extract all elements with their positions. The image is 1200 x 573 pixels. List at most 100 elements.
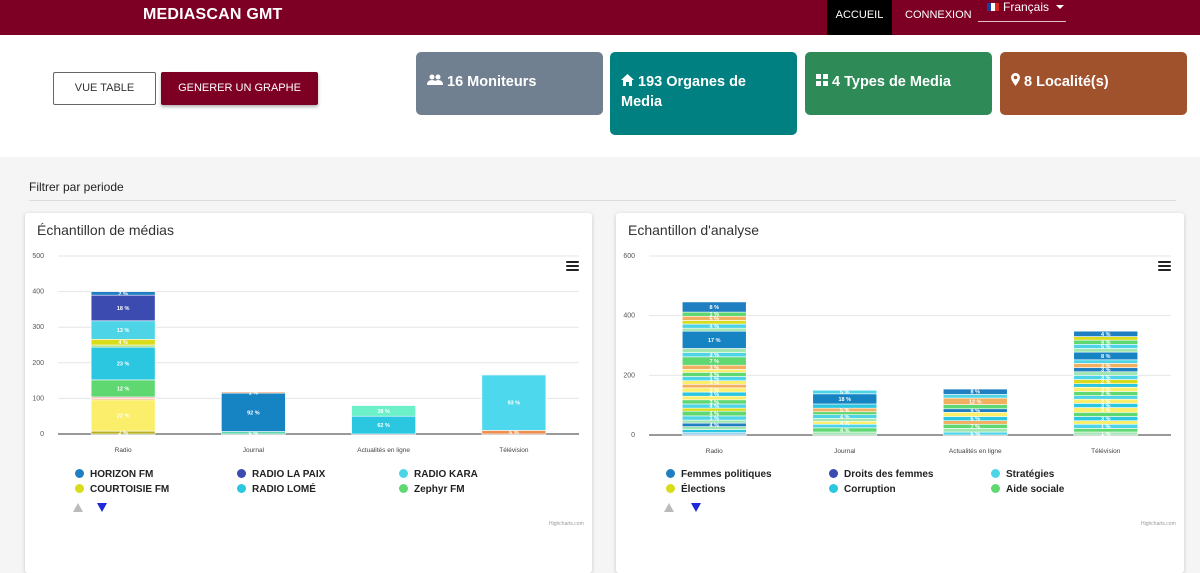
generer-graphe-button[interactable]: GENERER UN GRAPHE: [161, 72, 318, 105]
bar-segment: [481, 374, 547, 431]
legend-item[interactable]: Zephyr FM: [399, 484, 465, 495]
data-label: 4 %: [1101, 340, 1111, 346]
legend-label: COURTOISIE FM: [90, 484, 170, 495]
x-tick-label: Journal: [243, 447, 265, 454]
legend-item[interactable]: Femmes politiques: [666, 469, 772, 480]
french-flag-icon: [987, 3, 999, 11]
stat-moniteurs: 16 Moniteurs: [447, 74, 537, 90]
data-label: 5 %: [710, 316, 720, 322]
data-label: 4 %: [118, 340, 128, 346]
data-label: 62 %: [377, 423, 390, 429]
data-label: 93 %: [508, 401, 521, 407]
highcharts-credits[interactable]: Highcharts.com: [549, 521, 584, 527]
y-tick-label: 100: [32, 395, 44, 402]
chart-analyse: 0 200 400 600 Radio Journal Actualités en lign…: [623, 253, 1171, 455]
legend-dot-icon: [399, 484, 408, 493]
brand-logo[interactable]: MEDIASCAN GMT: [143, 6, 283, 23]
legend-label: Femmes politiques: [681, 469, 772, 480]
nav-accueil[interactable]: ACCUEIL: [827, 0, 892, 35]
hamburger-menu-icon[interactable]: [1158, 261, 1171, 272]
data-label: 5 %: [840, 390, 850, 396]
legend-item[interactable]: Élections: [666, 484, 725, 495]
legend-label: Stratégies: [1006, 469, 1055, 480]
stat-types: 4 Types de Media: [832, 74, 951, 90]
highcharts-credits[interactable]: Highcharts.com: [1141, 521, 1176, 527]
data-label: 2 %: [118, 291, 128, 297]
legend-item[interactable]: Droits des femmes: [829, 469, 933, 480]
stat-organes: 193 Organes de Media: [621, 74, 746, 110]
data-label: 12 %: [117, 386, 130, 392]
legend-dot-icon: [666, 484, 675, 493]
data-label: 1 %: [249, 391, 259, 397]
bar-segment: [681, 429, 747, 433]
data-label: 3 %: [710, 380, 720, 386]
stat-localites: 8 Localité(s): [1024, 74, 1109, 90]
data-label: 4 %: [1101, 387, 1111, 393]
legend-dot-icon: [666, 469, 675, 478]
stat-card-organes[interactable]: 193 Organes de Media: [610, 52, 797, 135]
legend-item[interactable]: HORIZON FM: [75, 469, 153, 480]
legend-item[interactable]: COURTOISIE FM: [75, 484, 169, 495]
vue-table-button[interactable]: VUE TABLE: [53, 72, 156, 105]
legend-prev-arrow-icon[interactable]: [664, 503, 674, 512]
legend-next-arrow-icon[interactable]: [691, 503, 701, 512]
nav-connexion[interactable]: CONNEXION: [905, 9, 972, 21]
legend-item[interactable]: RADIO LOMÉ: [237, 484, 316, 495]
data-label: 1 %: [710, 416, 720, 422]
data-label: 5 %: [1101, 344, 1111, 350]
legend-dot-icon: [991, 469, 1000, 478]
legend-next-arrow-icon[interactable]: [97, 503, 107, 512]
legend-dot-icon: [237, 484, 246, 493]
stat-card-types[interactable]: 4 Types de Media: [805, 52, 992, 115]
data-label: 6 %: [971, 432, 981, 438]
stat-card-moniteurs[interactable]: 16 Moniteurs: [416, 52, 603, 115]
legend-dot-icon: [75, 484, 84, 493]
data-label: 3 %: [1101, 363, 1111, 369]
data-label: 4 %: [710, 324, 720, 330]
x-tick-label: Radio: [706, 448, 723, 455]
caret-down-icon: [1056, 5, 1065, 9]
data-label: 6 %: [249, 431, 259, 437]
data-label: 3 %: [1101, 403, 1111, 409]
legend-item[interactable]: Aide sociale: [991, 484, 1064, 495]
data-label: 2 %: [1101, 399, 1111, 405]
data-label: 3 %: [1101, 417, 1111, 423]
y-tick-label: 400: [32, 289, 44, 296]
legend-item[interactable]: RADIO LA PAIX: [237, 469, 325, 480]
data-label: 3 %: [710, 392, 720, 398]
bar-segment: [681, 301, 747, 313]
y-tick-label: 200: [623, 372, 635, 379]
y-tick-label: 400: [623, 313, 635, 320]
legend-dot-icon: [829, 484, 838, 493]
data-label: 13 %: [117, 328, 130, 334]
data-label: 4 %: [710, 423, 720, 429]
legend-item[interactable]: Stratégies: [991, 469, 1054, 480]
legend-label: HORIZON FM: [90, 469, 154, 480]
legend-label: Élections: [681, 484, 726, 495]
y-tick-label: 600: [623, 253, 635, 260]
y-tick-label: 0: [40, 431, 44, 438]
legend-dot-icon: [75, 469, 84, 478]
data-label: 3 %: [1101, 368, 1111, 374]
chart-legend: Femmes politiques Droits des femmes Straté…: [616, 469, 1184, 519]
legend-prev-arrow-icon[interactable]: [73, 503, 83, 512]
data-label: 22 %: [117, 413, 130, 419]
language-dropdown[interactable]: Français: [978, 0, 1066, 22]
data-label: 5 %: [840, 408, 850, 414]
legend-item[interactable]: Corruption: [829, 484, 896, 495]
chart-title: Échantillon de médias: [37, 222, 174, 238]
data-label: 4 %: [840, 415, 850, 421]
hamburger-menu-icon[interactable]: [566, 261, 579, 272]
filter-label[interactable]: Filtrer par periode: [29, 180, 124, 194]
legend-dot-icon: [829, 469, 838, 478]
y-tick-label: 300: [32, 324, 44, 331]
data-label: 7 %: [971, 424, 981, 430]
bar-segment: [221, 391, 286, 394]
y-tick-label: 500: [32, 253, 44, 260]
data-label: 6 %: [509, 430, 519, 436]
data-label: 17 %: [708, 338, 721, 344]
data-label: 4 %: [710, 404, 720, 410]
stat-card-localites[interactable]: 8 Localité(s): [1000, 52, 1187, 115]
legend-item[interactable]: RADIO KARA: [399, 469, 478, 480]
legend-label: RADIO KARA: [414, 469, 478, 480]
